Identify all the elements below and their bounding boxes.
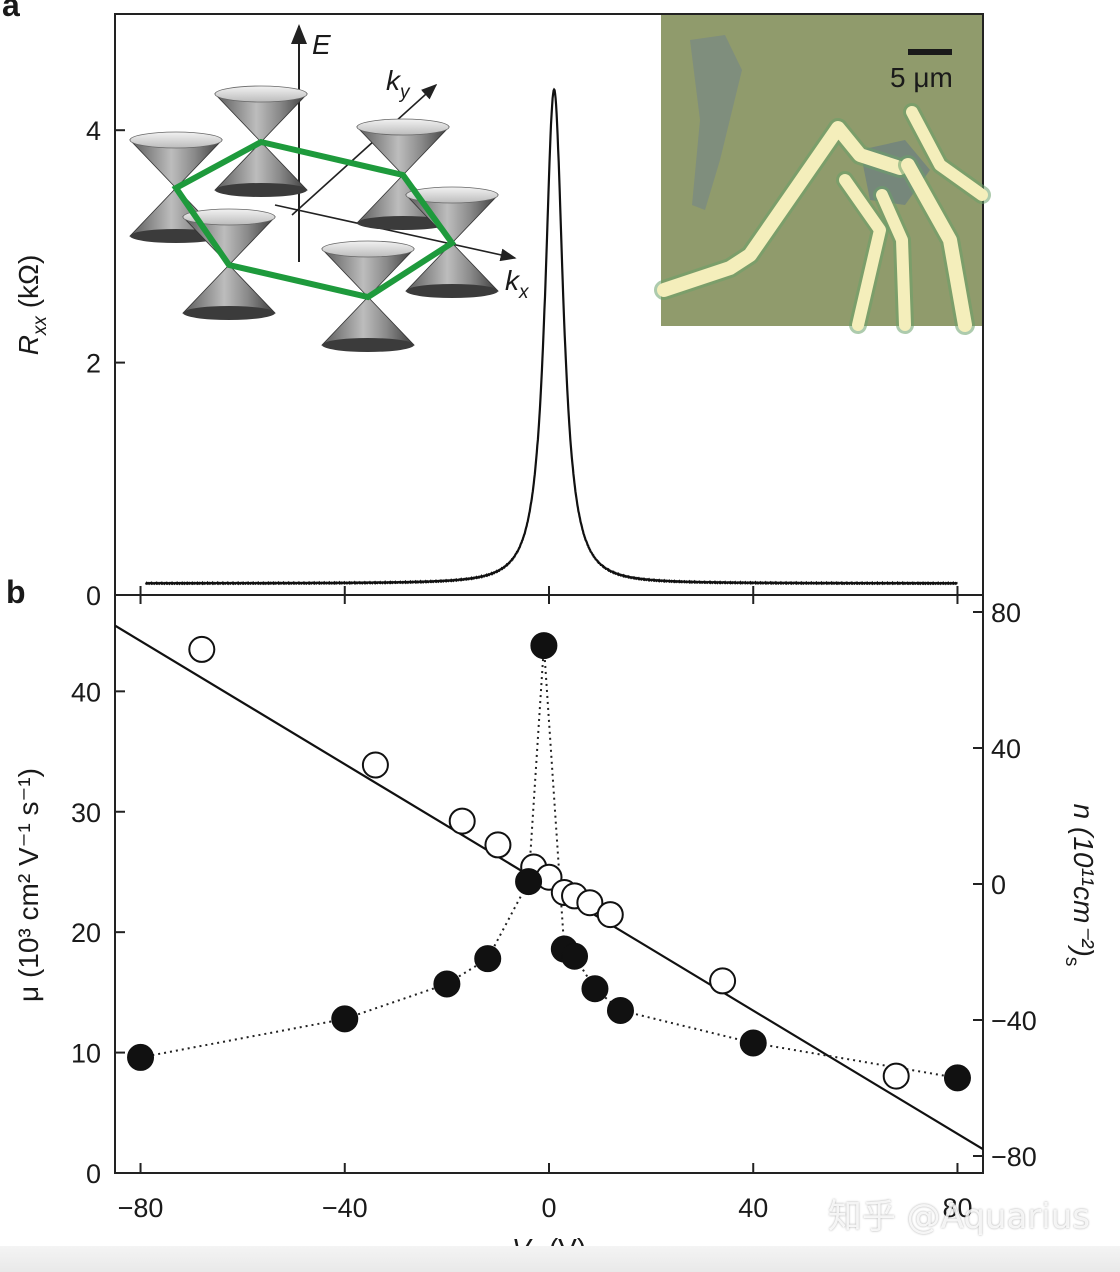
panel-b: b 0 10 20 30 40 80 40 0 −40 −80 −80 −40 0 40 80 μ (1… (6, 574, 1099, 1271)
panel-b-left-ticks: 0 10 20 30 40 (71, 677, 125, 1189)
mobility-point (515, 868, 543, 896)
kx-axis-label: kx (505, 265, 530, 303)
electrodes (654, 103, 991, 335)
panel-b-left-title: μ (10³ cm² V⁻¹ s⁻¹) (13, 768, 44, 1002)
b-xtick-label: −40 (322, 1193, 368, 1223)
mobility-point (530, 632, 558, 660)
b-left-tick-label: 40 (71, 677, 101, 707)
density-point (709, 967, 737, 995)
brillouin-hexagon (171, 138, 457, 301)
panel-a-x-ticks (139, 586, 959, 595)
panel-a-letter: a (2, 0, 20, 23)
density-point (484, 831, 512, 859)
panel-b-right-title: n (10¹¹cm⁻²)s (1061, 804, 1099, 967)
dirac-cones (129, 85, 499, 352)
density-point (188, 635, 216, 663)
panel-b-right-ticks: 80 40 0 −40 −80 (973, 598, 1037, 1172)
mobility-point (127, 1043, 155, 1071)
b-left-tick-label: 10 (71, 1039, 101, 1069)
scale-bar-label: 5 μm (890, 62, 953, 93)
mobility-point (606, 996, 634, 1024)
ky-axis-label: ky (386, 65, 411, 103)
b-right-tick-label: 0 (991, 870, 1006, 900)
b-right-tick-label: 80 (991, 598, 1021, 628)
density-point (576, 889, 604, 917)
micrograph-inset: 5 μm (654, 15, 991, 335)
b-right-tick-label: −40 (991, 1006, 1037, 1036)
panel-a-y-title: Rxx (kΩ) (13, 255, 51, 356)
panel-a-y-ticks: 0 2 4 (86, 116, 125, 611)
b-right-tick-label: −80 (991, 1142, 1037, 1172)
b-left-tick-label: 20 (71, 918, 101, 948)
a-ytick-label: 2 (86, 349, 101, 379)
density-point (361, 751, 389, 779)
panel-b-series (115, 624, 983, 1151)
panel-b-letter: b (6, 574, 26, 610)
mobility-dotted-line (140, 645, 958, 1079)
mobility-point (739, 1029, 767, 1057)
panel-a: a 0 2 4 Rxx (kΩ) E kx ky (2, 0, 991, 611)
e-axis-label: E (312, 29, 331, 60)
density-point (448, 807, 476, 835)
graphene-flake (690, 35, 742, 210)
panel-b-x-ticks: −80 −40 0 40 80 (118, 595, 972, 1223)
dirac-cone (214, 85, 308, 197)
rxx-curve (144, 87, 958, 586)
footer-bar (0, 1246, 1120, 1272)
scale-bar (908, 49, 952, 55)
a-ytick-label: 0 (86, 581, 101, 611)
dirac-cone (321, 240, 415, 352)
b-left-tick-label: 30 (71, 798, 101, 828)
mobility-point (561, 942, 589, 970)
mobility-point (433, 970, 461, 998)
ky-axis (291, 83, 438, 216)
watermark: 知乎 @Aquarius (827, 1197, 1090, 1237)
mobility-point (474, 945, 502, 973)
band-structure-inset: E kx ky (129, 24, 530, 352)
b-xtick-label: 80 (942, 1193, 972, 1223)
a-ytick-label: 4 (86, 116, 101, 146)
b-xtick-label: −80 (118, 1193, 164, 1223)
kx-axis (274, 204, 517, 262)
b-xtick-label: 40 (738, 1193, 768, 1223)
density-point (596, 901, 624, 929)
mobility-point (331, 1005, 359, 1033)
b-xtick-label: 0 (541, 1193, 556, 1223)
density-point (882, 1062, 910, 1090)
mobility-point (581, 975, 609, 1003)
mobility-point (943, 1064, 971, 1092)
b-left-tick-label: 0 (86, 1159, 101, 1189)
b-right-tick-label: 40 (991, 734, 1021, 764)
